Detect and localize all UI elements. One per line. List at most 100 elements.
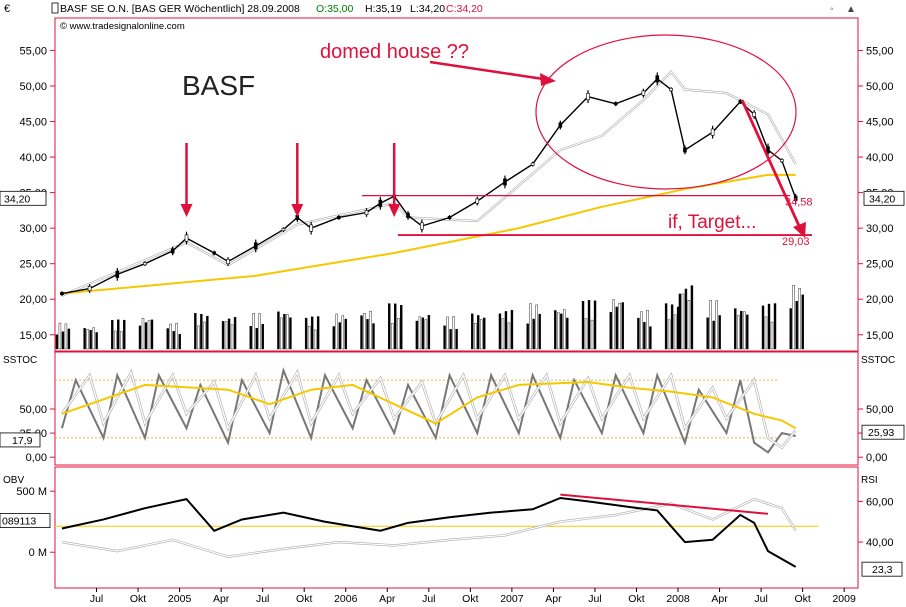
price-candle-body xyxy=(337,215,341,219)
volume-bar xyxy=(664,303,668,350)
volume-bar xyxy=(258,313,261,350)
target-arrowhead xyxy=(793,222,806,238)
volume-bar xyxy=(172,331,175,350)
volume-bar xyxy=(64,323,68,350)
price-tick-label-right: 55,00 xyxy=(866,45,894,57)
volume-bar xyxy=(801,294,804,350)
last-price-tag-right xyxy=(863,190,905,206)
volume-bar xyxy=(609,312,612,350)
volume-bar xyxy=(646,310,649,350)
price-tick-label-left: 45,00 xyxy=(19,117,47,129)
volume-bar xyxy=(643,321,646,350)
dome-ellipse xyxy=(535,34,797,190)
price-candle-body xyxy=(530,162,535,166)
volume-bar xyxy=(761,305,765,350)
volume-bar xyxy=(529,303,532,350)
price-candle-body xyxy=(613,102,618,106)
x-tick-label: Apr xyxy=(545,593,562,605)
volume-bar xyxy=(150,319,154,350)
volume-bar xyxy=(637,317,640,350)
obv-panel[interactable] xyxy=(54,466,859,589)
volume-bar xyxy=(584,318,588,350)
price-candle-body xyxy=(683,147,687,153)
volume-bar xyxy=(557,312,560,350)
x-tick-label: Okt xyxy=(296,593,312,605)
volume-bar xyxy=(280,317,283,350)
volume-bar xyxy=(387,303,391,350)
sstoc-series xyxy=(60,367,797,454)
volume-bar xyxy=(452,316,455,350)
sstoc-tick-label-left: 0,00 xyxy=(26,452,47,464)
support-label-29-03: 29,03 xyxy=(782,236,810,248)
price-candle-body xyxy=(752,111,756,117)
volume-bar xyxy=(740,311,743,350)
domed-house-arrow xyxy=(429,60,551,82)
copy-icon[interactable] xyxy=(51,2,59,14)
volume-bar xyxy=(667,319,671,350)
volume-bar xyxy=(773,303,777,350)
volume-bar xyxy=(504,311,508,350)
volume-bar xyxy=(795,301,798,350)
sstoc-value-label-left: 17,9 xyxy=(12,435,33,447)
price-panel[interactable] xyxy=(54,17,859,352)
volume-bar xyxy=(612,299,615,350)
annotation-basf: BASF xyxy=(182,70,255,101)
last-price-label-left: 34,20 xyxy=(4,193,30,205)
volume-bar xyxy=(421,317,425,350)
obv-left-title: OBV xyxy=(3,475,24,486)
volume-bar xyxy=(313,329,317,350)
volume-bar xyxy=(415,320,419,350)
volume-bar xyxy=(360,315,363,350)
price-candle-body xyxy=(378,199,383,207)
price-tick-label-left: 15,00 xyxy=(19,330,47,342)
volume-bar xyxy=(144,322,148,350)
volume-bar xyxy=(147,320,151,350)
sstoc-panel[interactable] xyxy=(54,351,859,466)
collapse-icon[interactable]: ◦ xyxy=(830,4,834,15)
obv-value-label: 089113 xyxy=(2,516,36,528)
volume-bar xyxy=(427,315,431,350)
volume-bar xyxy=(712,320,715,350)
volume-bar xyxy=(61,331,65,350)
sstoc-tick-label-right: 0,00 xyxy=(866,452,887,464)
target-arrow xyxy=(740,99,802,229)
volume-bar xyxy=(194,313,197,350)
scroll-up-icon[interactable]: ▲ xyxy=(846,4,856,15)
price-axis-ticks: 15,00 15,00 20,00 20,00 25,00 25,00 30,00 30,00… xyxy=(0,45,905,342)
volume-bar xyxy=(446,316,449,350)
x-tick-label: Jul xyxy=(422,593,435,605)
sstoc-value-label-right: 25,93 xyxy=(868,427,894,439)
volume-bar xyxy=(474,322,477,350)
volume-bar xyxy=(111,320,114,350)
volume-bar xyxy=(615,306,618,350)
price-tick-label-right: 25,00 xyxy=(866,259,894,271)
rsi-value-tag xyxy=(861,561,903,577)
price-tick-label-right: 40,00 xyxy=(866,152,894,164)
x-tick-label: Okt xyxy=(462,593,478,605)
volume-bar xyxy=(480,319,483,350)
volume-bar xyxy=(587,300,591,350)
volume-bar xyxy=(58,322,62,350)
x-tick-label: Jul xyxy=(256,593,269,605)
rsi-line xyxy=(61,498,797,558)
x-tick-label: 2009 xyxy=(832,593,856,605)
volume-bar xyxy=(178,334,181,350)
volume-bar xyxy=(366,319,369,350)
volume-bar xyxy=(341,315,345,350)
volume-bar xyxy=(532,318,535,350)
price-tick-label-right: 30,00 xyxy=(866,223,894,235)
sstoc-right-title: SSTOC xyxy=(861,355,895,366)
volume-bar xyxy=(310,316,314,350)
price-candle-body xyxy=(406,212,410,218)
volume-bar xyxy=(123,319,126,350)
volume-bar xyxy=(418,316,422,350)
volume-bar xyxy=(224,321,228,350)
price-candle-body xyxy=(364,210,369,216)
price-tick-label-right: 50,00 xyxy=(866,81,894,93)
relative-line xyxy=(61,70,797,297)
volume-bar xyxy=(684,288,688,350)
obv-tick-label: 500 M xyxy=(16,486,47,498)
volume-bar xyxy=(649,326,652,350)
